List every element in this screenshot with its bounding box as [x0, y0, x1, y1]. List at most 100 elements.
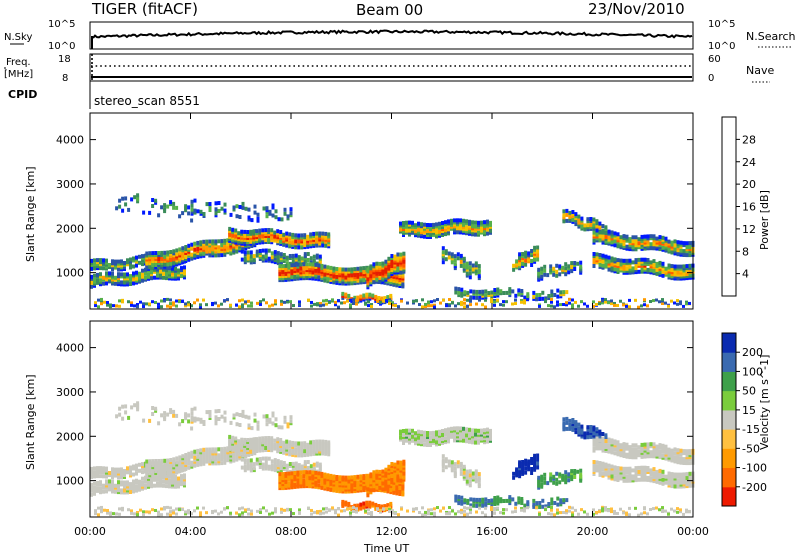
power-cell	[264, 254, 268, 259]
power-cell	[288, 254, 292, 258]
velocity-cell	[273, 438, 277, 443]
power-cell	[169, 298, 172, 302]
velocity-cell	[637, 445, 641, 450]
velocity-cell	[564, 474, 568, 479]
velocity-cell	[308, 470, 312, 475]
power-cell	[273, 250, 277, 255]
power-cell	[577, 218, 581, 223]
velocity-cell	[228, 434, 232, 439]
velocity-cell	[102, 489, 105, 494]
velocity-cell	[267, 456, 271, 461]
power-cell	[103, 300, 106, 304]
power-cell	[299, 262, 303, 267]
velocity-cell	[117, 467, 120, 472]
power-cell	[607, 229, 611, 234]
power-cell	[661, 245, 665, 250]
power-cell	[469, 299, 472, 303]
velocity-cell	[589, 425, 593, 429]
power-cell	[514, 302, 517, 306]
power-cell	[536, 257, 540, 262]
velocity-cell	[474, 477, 478, 482]
velocity-cell	[299, 474, 303, 479]
power-cell	[524, 262, 528, 267]
velocity-cell	[592, 460, 596, 464]
power-cell	[306, 234, 310, 239]
velocity-cell	[196, 454, 200, 459]
power-cell	[475, 295, 479, 300]
power-cell	[568, 301, 571, 305]
power-cell	[346, 299, 349, 303]
velocity-cell	[577, 426, 581, 431]
velocity-cell	[524, 458, 528, 463]
velocity-cell	[99, 466, 102, 471]
power-cell	[637, 305, 640, 309]
velocity-cell	[417, 435, 420, 440]
velocity-cell	[536, 457, 540, 462]
power-cell	[595, 219, 599, 224]
power-cell	[196, 240, 200, 245]
velocity-cell	[673, 451, 677, 456]
velocity-cell	[90, 482, 93, 487]
velocity-cell	[444, 457, 448, 462]
power-cell	[502, 300, 505, 304]
power-cell	[679, 252, 683, 257]
power-cell	[169, 305, 172, 309]
power-cell	[169, 302, 172, 306]
power-cell	[382, 299, 385, 303]
power-cell	[457, 302, 460, 306]
velocity-cell	[160, 464, 164, 469]
power-cell	[447, 251, 451, 256]
velocity-cell	[226, 446, 230, 451]
power-cell	[592, 304, 595, 308]
power-cell	[685, 300, 688, 304]
velocity-cell	[299, 470, 303, 475]
power-cell	[261, 254, 265, 259]
power-cell	[178, 214, 182, 219]
velocity-cell	[237, 439, 241, 444]
power-cell	[312, 254, 316, 259]
velocity-cell	[220, 447, 224, 452]
velocity-cell	[240, 437, 244, 442]
power-cell	[435, 222, 438, 227]
power-cell	[270, 255, 274, 260]
power-cell	[132, 281, 135, 286]
velocity-cell	[462, 470, 466, 475]
velocity-cell	[123, 469, 126, 473]
power-cell	[136, 193, 140, 198]
power-cell	[135, 263, 138, 268]
power-cell	[649, 260, 653, 265]
power-cell	[256, 216, 260, 221]
velocity-cell	[661, 477, 665, 482]
power-cell	[228, 226, 232, 231]
velocity-cell	[169, 458, 173, 462]
velocity-cell	[595, 464, 599, 469]
power-cell	[523, 295, 527, 300]
velocity-cell	[477, 476, 481, 481]
power-cell	[414, 229, 417, 234]
velocity-cell	[401, 490, 405, 495]
velocity-cell	[643, 465, 647, 470]
power-cell	[271, 303, 274, 307]
power-cell	[148, 302, 151, 306]
power-cell	[543, 264, 547, 269]
power-cell	[438, 229, 441, 234]
velocity-cell	[685, 449, 689, 454]
power-cell	[682, 264, 686, 269]
power-cell	[550, 300, 553, 304]
date-title: 23/Nov/2010	[588, 0, 685, 18]
power-cell	[312, 231, 316, 236]
power-cell	[673, 239, 677, 244]
power-cell	[682, 241, 686, 246]
power-cell	[205, 239, 209, 244]
velocity-cell	[524, 466, 528, 471]
velocity-cell	[631, 468, 635, 473]
power-cell	[429, 227, 432, 232]
power-cell	[226, 298, 229, 302]
velocity-cell	[399, 435, 402, 440]
velocity-cell	[353, 475, 357, 480]
velocity-cell	[372, 470, 376, 475]
velocity-cell	[96, 486, 99, 491]
power-cell	[487, 291, 491, 295]
velocity-cell	[552, 474, 556, 479]
power-cell	[579, 264, 583, 269]
